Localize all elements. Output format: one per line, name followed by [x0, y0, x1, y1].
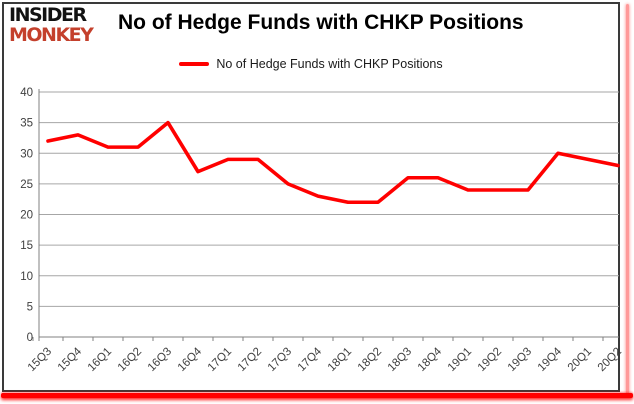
x-axis-tick-label: 19Q3 [506, 346, 534, 374]
chart-frame [2, 2, 620, 392]
x-axis-tick-label: 15Q3 [26, 346, 54, 374]
y-axis-tick-label: 40 [20, 87, 33, 99]
x-axis-tick-label: 17Q3 [266, 346, 294, 374]
x-axis-tick-label: 16Q1 [86, 346, 114, 374]
x-axis-tick-label: 16Q4 [176, 345, 205, 374]
x-axis-tick-label: 15Q4 [56, 345, 85, 374]
y-axis-tick-label: 0 [27, 332, 33, 344]
red-glow-bottom-border [1, 393, 633, 398]
x-axis-tick-label: 19Q2 [476, 346, 504, 374]
logo-text-insider: INSIDER [9, 4, 87, 26]
logo-text-monkey: MONKEY [9, 24, 94, 46]
y-axis-tick-label: 5 [27, 301, 33, 313]
y-axis-tick-label: 35 [20, 118, 33, 130]
x-axis-tick-label: 20Q1 [566, 346, 594, 374]
x-axis-tick-label: 18Q2 [356, 346, 384, 374]
insider-monkey-logo: INSIDER MONKEY [9, 4, 94, 46]
y-axis-tick-label: 20 [20, 210, 33, 222]
y-axis-tick-label: 10 [20, 271, 33, 283]
y-axis-tick-label: 15 [20, 240, 33, 252]
x-axis-tick-label: 18Q1 [326, 346, 354, 374]
y-axis-tick-label: 30 [20, 148, 33, 160]
x-axis-tick-label: 19Q4 [536, 345, 565, 374]
legend-label: No of Hedge Funds with CHKP Positions [216, 57, 443, 71]
chart-title: No of Hedge Funds with CHKP Positions [118, 11, 524, 34]
x-axis-tick-label: 20Q2 [596, 346, 624, 374]
chart-legend: No of Hedge Funds with CHKP Positions [2, 55, 620, 73]
x-axis-tick-label: 19Q1 [446, 346, 474, 374]
x-axis-tick-label: 17Q4 [296, 345, 325, 374]
x-axis-tick-label: 17Q1 [206, 346, 234, 374]
legend-line-swatch [179, 61, 210, 67]
x-axis-tick-label: 18Q4 [416, 345, 445, 374]
x-axis-tick-label: 18Q3 [386, 346, 414, 374]
y-axis-tick-label: 25 [20, 179, 33, 191]
red-glow-right-border [626, 4, 629, 395]
x-axis-tick-label: 16Q3 [146, 346, 174, 374]
series-line-hedge-funds [46, 120, 620, 205]
x-axis-tick-label: 16Q2 [116, 346, 144, 374]
x-axis-tick-label: 17Q2 [236, 346, 264, 374]
